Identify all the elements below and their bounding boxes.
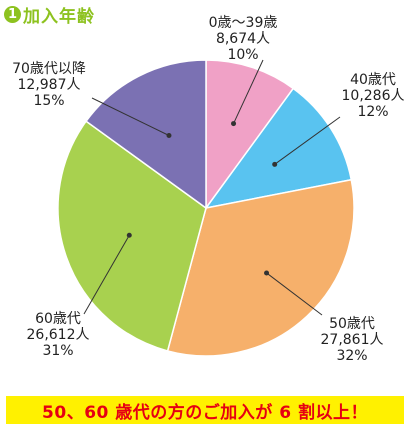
title-number-badge: 1 — [4, 5, 21, 23]
slice-label-percent: 15% — [33, 93, 64, 109]
leader-dot-4 — [126, 232, 132, 238]
leader-lines — [83, 59, 341, 316]
slice-label-1: 0歳～39歳 8,674人 10% — [209, 15, 278, 63]
pie-chart: 0歳～39歳 8,674人 10% 40歳代 10,286人 12% 50歳代 27,861人… — [12, 15, 404, 364]
slice-label-count: 26,612人 — [27, 327, 90, 343]
chart-title: 1 加入年齢 — [4, 3, 95, 27]
slice-label-name: 60歳代 — [35, 311, 81, 327]
leader-line-4 — [83, 234, 130, 315]
pie-slices — [57, 59, 355, 357]
slice-label-5: 70歳代以降 12,987人 15% — [12, 61, 86, 109]
slice-label-name: 50歳代 — [329, 316, 375, 332]
leader-line-1 — [233, 59, 264, 124]
slice-label-percent: 10% — [227, 47, 258, 63]
leader-dot-2 — [272, 161, 278, 167]
leader-line-3 — [266, 272, 323, 316]
leader-dot-3 — [264, 270, 270, 276]
slice-labels: 0歳～39歳 8,674人 10% 40歳代 10,286人 12% 50歳代 27,861人… — [12, 15, 404, 364]
pie-slice-1 — [205, 59, 295, 211]
pie-slice-2 — [204, 87, 353, 210]
title-text: 加入年齢 — [23, 6, 95, 27]
slice-label-4: 60歳代 26,612人 31% — [27, 311, 90, 359]
leader-dot-1 — [231, 121, 237, 127]
slice-label-2: 40歳代 10,286人 12% — [342, 72, 405, 120]
pie-slice-5 — [85, 59, 207, 210]
pie-slice-4 — [57, 120, 207, 352]
leader-line-2 — [274, 116, 341, 165]
leader-dot-5 — [166, 133, 172, 139]
slice-label-count: 10,286人 — [342, 88, 405, 104]
summary-banner-text: 50、60 歳代の方のご加入が 6 割以上！ — [42, 402, 368, 423]
summary-banner: 50、60 歳代の方のご加入が 6 割以上！ — [6, 396, 404, 424]
slice-label-3: 50歳代 27,861人 32% — [321, 316, 384, 364]
slice-label-count: 8,674人 — [216, 31, 270, 47]
slice-label-name: 0歳～39歳 — [209, 15, 278, 31]
slice-label-percent: 31% — [42, 343, 73, 359]
slice-label-count: 12,987人 — [18, 77, 81, 93]
slice-label-percent: 32% — [336, 348, 367, 364]
pie-slice-3 — [166, 178, 355, 357]
slice-label-name: 70歳代以降 — [12, 61, 86, 77]
slice-label-name: 40歳代 — [350, 72, 396, 88]
leader-line-5 — [91, 97, 170, 136]
slice-label-count: 27,861人 — [321, 332, 384, 348]
slice-label-percent: 12% — [357, 104, 388, 120]
